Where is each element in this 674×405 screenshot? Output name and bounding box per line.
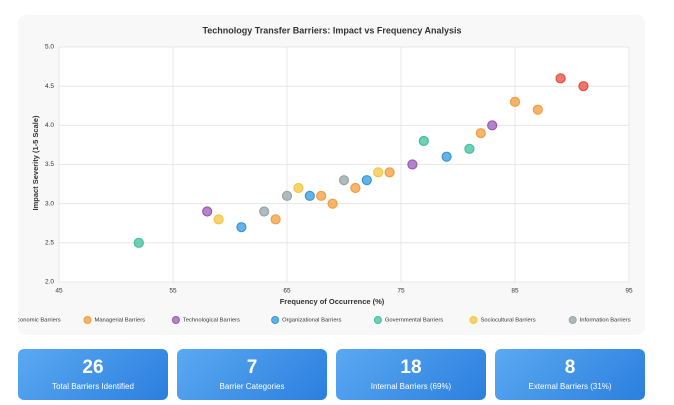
x-tick-label: 95 <box>625 288 633 295</box>
legend-label: Governmental Barriers <box>385 318 443 324</box>
legend-label: Information Barriers <box>580 318 631 324</box>
data-point <box>407 159 418 170</box>
data-point <box>464 143 475 154</box>
stat-cards: 26 Total Barriers Identified 7 Barrier Cat… <box>18 349 645 400</box>
data-point <box>532 104 543 115</box>
data-point <box>441 151 452 162</box>
data-point <box>293 182 304 194</box>
legend-marker <box>83 316 92 324</box>
legend-marker <box>171 316 180 324</box>
data-point <box>418 135 429 147</box>
legend-label: Sociocultural Barriers <box>481 318 536 324</box>
y-tick-label: 4.0 <box>45 122 54 129</box>
y-tick-label: 4.5 <box>45 83 54 90</box>
x-tick-label: 75 <box>397 288 405 295</box>
data-point <box>213 214 224 225</box>
data-point <box>133 237 144 248</box>
legend-marker <box>469 316 478 324</box>
y-tick-label: 3.5 <box>45 161 54 168</box>
x-tick-label: 65 <box>283 288 291 295</box>
x-axis-title: Frequency of Occurrence (%) <box>280 297 385 306</box>
stat-value: 26 <box>82 357 104 378</box>
chart-panel: Technology Transfer Barriers: Impact vs … <box>2 15 645 335</box>
stat-label: External Barriers (31%) <box>528 382 612 391</box>
data-point <box>338 175 350 186</box>
data-point <box>555 73 566 84</box>
data-point <box>304 190 315 201</box>
stat-label: Internal Barriers (69%) <box>370 382 452 391</box>
data-point <box>578 81 589 92</box>
stat-card: 26 Total Barriers Identified <box>18 349 168 400</box>
data-point <box>202 206 213 217</box>
data-point <box>236 222 247 233</box>
data-point <box>327 198 338 209</box>
legend-label: Economic Barriers <box>18 318 61 324</box>
data-point <box>281 190 293 201</box>
stat-label: Barrier Categories <box>219 382 285 391</box>
y-tick-label: 3.0 <box>45 200 54 207</box>
stat-card: 8 External Barriers (31%) <box>495 349 645 400</box>
data-point <box>270 214 281 225</box>
y-tick-label: 5.0 <box>45 44 54 51</box>
data-point <box>487 120 498 131</box>
data-point <box>361 175 372 186</box>
stat-value: 8 <box>564 357 576 378</box>
legend-label: Managerial Barriers <box>95 318 146 324</box>
stat-card: 18 Internal Barriers (69%) <box>336 349 486 400</box>
stat-value: 7 <box>246 357 258 378</box>
legend-label: Technological Barriers <box>183 318 240 324</box>
legend-label: Organizational Barriers <box>282 318 341 324</box>
y-tick-label: 2.0 <box>45 279 54 286</box>
data-point <box>259 206 270 217</box>
legend-marker <box>373 316 382 324</box>
y-axis-title: Impact Severity (1-5 Scale) <box>31 115 40 211</box>
data-point <box>373 167 384 178</box>
data-point <box>316 190 327 201</box>
stat-card: 7 Barrier Categories <box>177 349 327 400</box>
legend-marker <box>568 316 577 324</box>
x-tick-label: 55 <box>169 288 177 295</box>
chart: Technology Transfer Barriers: Impact vs … <box>2 25 633 324</box>
y-tick-label: 2.5 <box>45 240 54 247</box>
legend-marker <box>271 316 280 324</box>
stat-value: 18 <box>400 357 422 378</box>
x-tick-label: 85 <box>511 288 519 295</box>
x-tick-label: 45 <box>55 288 63 295</box>
data-point <box>384 167 395 178</box>
chart-title: Technology Transfer Barriers: Impact vs … <box>202 25 461 35</box>
data-point <box>350 182 361 194</box>
data-point <box>475 128 486 139</box>
data-point <box>509 96 521 107</box>
stat-label: Total Barriers Identified <box>52 382 134 391</box>
